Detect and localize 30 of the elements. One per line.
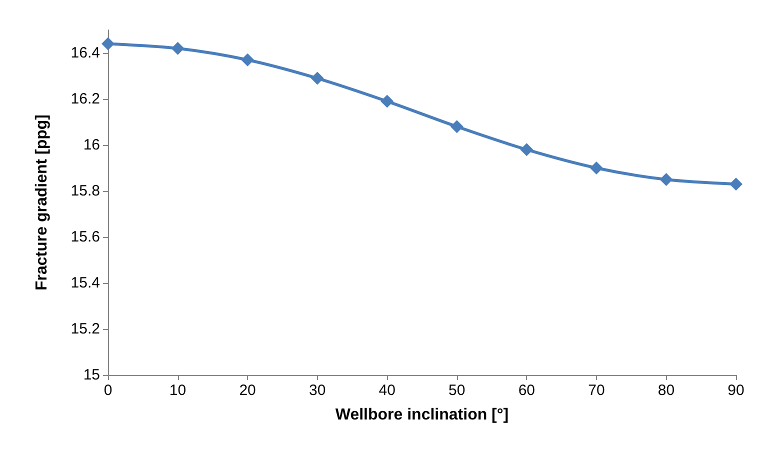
y-tick-label: 15.4: [70, 274, 100, 292]
point: [590, 162, 603, 174]
x-tick-label: 60: [518, 382, 536, 399]
point: [450, 120, 464, 134]
y-axis-title: Fracture gradient [ppg]: [34, 114, 50, 291]
x-tick-label: 50: [448, 382, 466, 399]
point: [241, 53, 254, 66]
x-tick-label: 80: [658, 382, 675, 399]
y-tick-label: 15.6: [70, 228, 100, 246]
point: [171, 42, 184, 55]
x-tick-label: 20: [239, 382, 256, 399]
x-tick-label: 10: [169, 382, 186, 399]
y-tick-label: 16.2: [70, 90, 100, 108]
point: [660, 173, 673, 186]
x-tick-label: 40: [378, 382, 396, 399]
x-axis-title: Wellbore inclination [°]: [335, 406, 509, 424]
x-tick-label: 70: [588, 382, 605, 399]
y-tick-label: 16.4: [70, 44, 100, 62]
point: [380, 94, 394, 108]
x-tick-label: 30: [308, 382, 326, 399]
y-tick-label: 15.2: [70, 320, 100, 338]
x-tick-label: 0: [104, 382, 112, 399]
point: [730, 178, 742, 191]
point: [102, 37, 114, 50]
point: [310, 72, 324, 85]
point: [520, 143, 534, 156]
y-tick-label: 16: [83, 136, 100, 154]
x-tick-label: 90: [728, 382, 744, 399]
y-tick-label: 15: [83, 366, 100, 384]
y-tick-label: 15.8: [70, 182, 100, 200]
